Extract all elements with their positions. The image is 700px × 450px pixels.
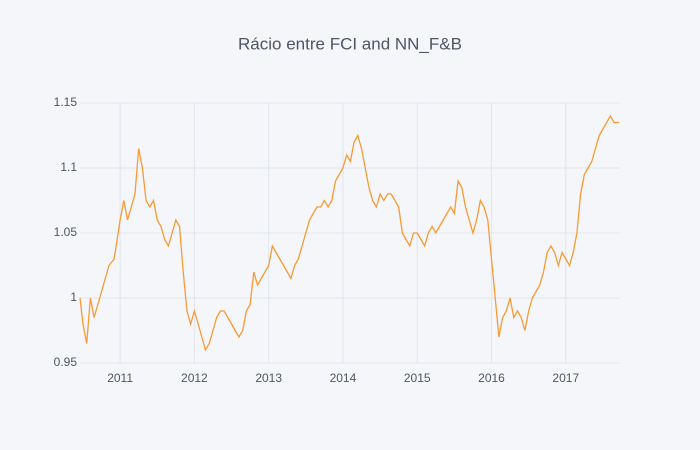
y-tick-label: 0.95 — [54, 355, 78, 369]
line — [79, 114, 620, 352]
x-tick-label: 2016 — [478, 371, 505, 385]
y-tick-label: 1.1 — [60, 160, 77, 174]
x-tick-label: 2012 — [181, 371, 208, 385]
y-tick-label: 1 — [70, 290, 77, 304]
x-tick-label: 2015 — [404, 371, 431, 385]
x-tick-label: 2017 — [552, 371, 579, 385]
y-tick-label: 1.05 — [54, 225, 78, 239]
chart-title: Rácio entre FCI and NN_F&B — [238, 34, 462, 53]
x-tick-label: 2014 — [330, 371, 357, 385]
x-tick-label: 2013 — [255, 371, 282, 385]
y-tick-label: 1.15 — [54, 95, 78, 109]
x-tick-label: 2011 — [107, 371, 133, 385]
